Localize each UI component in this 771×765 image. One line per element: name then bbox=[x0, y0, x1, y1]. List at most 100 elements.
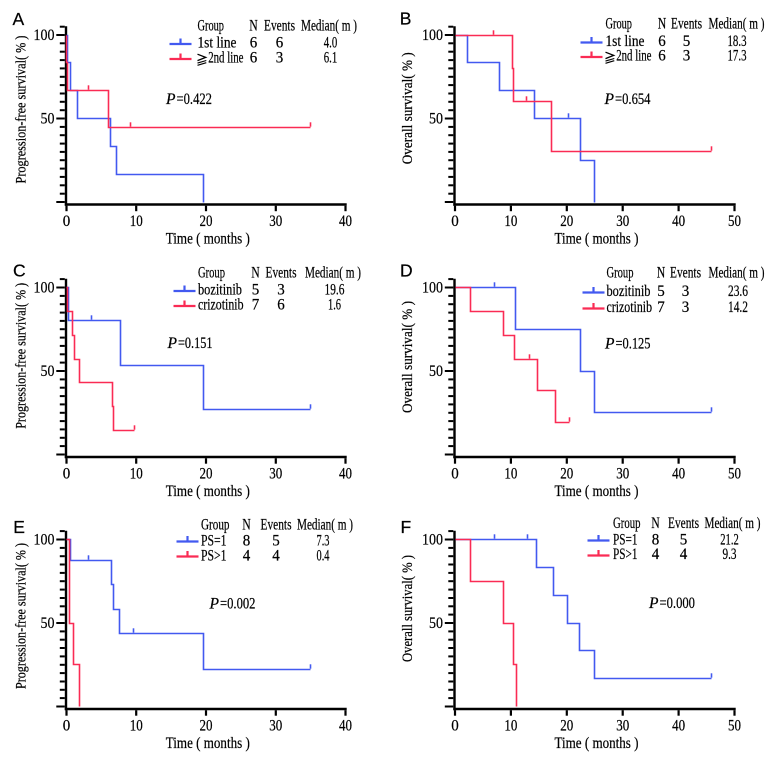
svg-text:4: 4 bbox=[272, 548, 280, 565]
svg-text:20: 20 bbox=[200, 465, 213, 482]
svg-text:Group: Group bbox=[607, 265, 634, 282]
svg-text:=0.422: =0.422 bbox=[177, 91, 213, 108]
svg-text:Median( m ): Median( m ) bbox=[705, 515, 761, 532]
svg-text:0: 0 bbox=[451, 465, 459, 482]
svg-text:Group: Group bbox=[613, 515, 641, 532]
svg-text:20: 20 bbox=[560, 465, 573, 482]
svg-text:N: N bbox=[251, 265, 260, 282]
svg-text:5: 5 bbox=[680, 532, 688, 549]
svg-text:F: F bbox=[401, 517, 412, 537]
svg-text:18.3: 18.3 bbox=[728, 33, 747, 50]
svg-text:50: 50 bbox=[429, 363, 443, 380]
svg-text:N: N bbox=[249, 18, 258, 35]
svg-text:Time ( months ): Time ( months ) bbox=[555, 735, 639, 752]
svg-text:=0.000: =0.000 bbox=[660, 595, 696, 612]
svg-text:50: 50 bbox=[728, 717, 741, 734]
svg-text:6: 6 bbox=[658, 33, 666, 50]
svg-text:Time ( months ): Time ( months ) bbox=[166, 483, 250, 500]
svg-text:50: 50 bbox=[41, 363, 55, 380]
svg-text:N: N bbox=[242, 517, 251, 534]
svg-text:B: B bbox=[400, 9, 412, 29]
svg-text:7.3: 7.3 bbox=[317, 533, 330, 550]
svg-text:5: 5 bbox=[683, 33, 691, 50]
svg-text:A: A bbox=[13, 9, 25, 29]
svg-text:14.2: 14.2 bbox=[728, 299, 748, 316]
svg-text:3: 3 bbox=[682, 283, 690, 300]
svg-text:100: 100 bbox=[34, 27, 55, 44]
svg-text:4: 4 bbox=[652, 546, 660, 563]
svg-text:9.3: 9.3 bbox=[723, 546, 737, 563]
svg-text:19.6: 19.6 bbox=[325, 282, 345, 299]
svg-text:1.6: 1.6 bbox=[328, 297, 341, 314]
svg-text:100: 100 bbox=[422, 27, 443, 44]
svg-text:10: 10 bbox=[130, 213, 143, 230]
svg-text:10: 10 bbox=[130, 465, 143, 482]
svg-text:bozitinib: bozitinib bbox=[198, 282, 242, 299]
svg-text:1st line: 1st line bbox=[606, 33, 645, 50]
svg-text:Time ( months ): Time ( months ) bbox=[166, 231, 250, 248]
svg-text:Group: Group bbox=[198, 265, 225, 282]
svg-text:=0.654: =0.654 bbox=[615, 91, 651, 108]
svg-text:40: 40 bbox=[672, 213, 685, 230]
svg-text:=0.151: =0.151 bbox=[178, 335, 213, 352]
svg-text:30: 30 bbox=[616, 213, 629, 230]
svg-text:30: 30 bbox=[269, 213, 282, 230]
svg-text:10: 10 bbox=[504, 213, 517, 230]
svg-text:Events: Events bbox=[668, 515, 699, 532]
svg-text:40: 40 bbox=[672, 717, 685, 734]
svg-text:50: 50 bbox=[728, 213, 741, 230]
svg-text:Events: Events bbox=[264, 18, 295, 35]
svg-text:30: 30 bbox=[616, 717, 629, 734]
svg-text:20: 20 bbox=[560, 213, 573, 230]
svg-text:17.3: 17.3 bbox=[728, 48, 747, 65]
svg-text:8: 8 bbox=[652, 532, 660, 549]
svg-text:Median( m ): Median( m ) bbox=[709, 16, 765, 33]
svg-text:100: 100 bbox=[34, 279, 55, 296]
svg-text:20: 20 bbox=[200, 717, 213, 734]
svg-text:0.4: 0.4 bbox=[317, 548, 330, 565]
svg-text:50: 50 bbox=[429, 615, 443, 632]
svg-text:crizotinib: crizotinib bbox=[607, 299, 653, 316]
svg-text:0: 0 bbox=[451, 213, 459, 230]
svg-text:Median( m ): Median( m ) bbox=[297, 517, 353, 534]
svg-text:Median( m ): Median( m ) bbox=[301, 18, 357, 35]
svg-text:Progression-free survival( % ): Progression-free survival( % ) bbox=[14, 283, 30, 429]
svg-text:Overall survival( % ): Overall survival( % ) bbox=[400, 301, 416, 413]
svg-text:100: 100 bbox=[34, 531, 55, 548]
svg-text:P: P bbox=[165, 91, 176, 108]
svg-text:10: 10 bbox=[504, 465, 517, 482]
svg-text:50: 50 bbox=[41, 110, 55, 127]
svg-text:0: 0 bbox=[451, 717, 459, 734]
svg-text:6.1: 6.1 bbox=[324, 50, 338, 67]
svg-text:2nd line: 2nd line bbox=[208, 50, 243, 67]
svg-text:P: P bbox=[209, 595, 220, 612]
svg-text:40: 40 bbox=[672, 465, 685, 482]
svg-text:6: 6 bbox=[250, 35, 258, 52]
svg-text:100: 100 bbox=[422, 279, 443, 296]
svg-text:Events: Events bbox=[671, 16, 702, 33]
svg-text:Median( m ): Median( m ) bbox=[709, 265, 765, 282]
svg-text:Time ( months ): Time ( months ) bbox=[555, 483, 639, 500]
svg-text:40: 40 bbox=[339, 213, 352, 230]
svg-text:PS=1: PS=1 bbox=[201, 533, 227, 550]
svg-text:Progression-free survival( % ): Progression-free survival( % ) bbox=[14, 36, 30, 184]
svg-text:=0.125: =0.125 bbox=[616, 335, 651, 352]
svg-text:N: N bbox=[657, 265, 666, 282]
svg-text:3: 3 bbox=[277, 282, 285, 299]
svg-text:5: 5 bbox=[252, 282, 260, 299]
svg-text:P: P bbox=[167, 335, 178, 352]
svg-text:D: D bbox=[400, 261, 413, 281]
svg-text:0: 0 bbox=[63, 717, 71, 734]
svg-text:30: 30 bbox=[269, 465, 282, 482]
svg-text:Time ( months ): Time ( months ) bbox=[166, 735, 250, 752]
svg-text:P: P bbox=[604, 335, 615, 352]
svg-text:Time ( months ): Time ( months ) bbox=[555, 231, 639, 248]
svg-text:23.6: 23.6 bbox=[728, 283, 748, 300]
svg-text:50: 50 bbox=[429, 110, 443, 127]
svg-text:4: 4 bbox=[680, 546, 688, 563]
svg-text:Group: Group bbox=[198, 18, 225, 35]
svg-text:21.2: 21.2 bbox=[720, 532, 739, 549]
svg-text:20: 20 bbox=[560, 717, 573, 734]
svg-text:Overall survival( % ): Overall survival( % ) bbox=[400, 555, 416, 662]
svg-text:Group: Group bbox=[201, 517, 230, 534]
